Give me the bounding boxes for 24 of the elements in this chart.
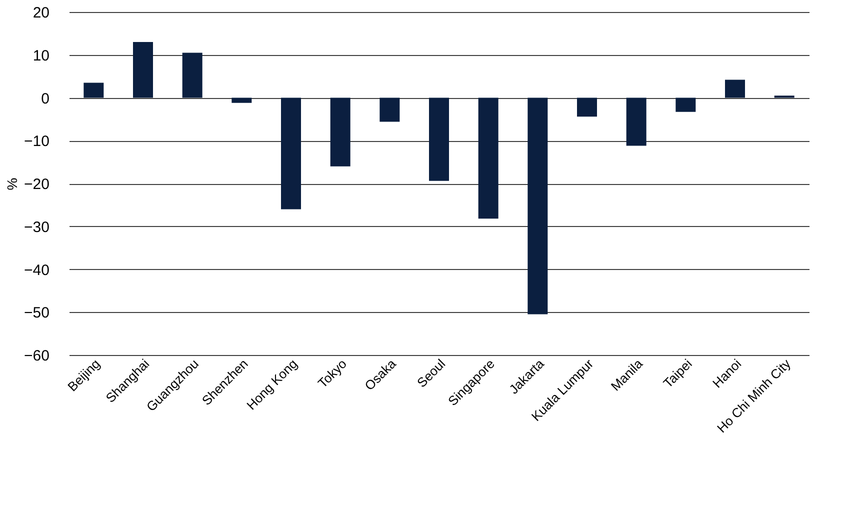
y-tick-label: −10 (24, 133, 50, 150)
bar (182, 52, 202, 98)
bar (330, 98, 350, 166)
bar (478, 98, 498, 219)
bar (577, 98, 597, 117)
bar (281, 98, 301, 210)
y-axis-title: % (4, 178, 20, 190)
bar (676, 98, 696, 112)
y-tick-label: 0 (41, 90, 50, 108)
bar (429, 98, 449, 181)
bar (380, 98, 400, 122)
y-tick-label: −30 (24, 218, 50, 236)
y-tick-label: −50 (24, 304, 50, 322)
y-tick-label: 10 (32, 47, 50, 64)
bar (232, 98, 252, 103)
bar (725, 80, 745, 98)
bar (133, 42, 153, 98)
bar (528, 98, 548, 314)
bar (626, 98, 646, 146)
bar (84, 82, 104, 98)
y-tick-label: −20 (24, 176, 50, 193)
y-tick-label: −40 (24, 262, 50, 279)
y-tick-label: 20 (32, 4, 50, 22)
y-tick-label: −60 (24, 348, 50, 364)
